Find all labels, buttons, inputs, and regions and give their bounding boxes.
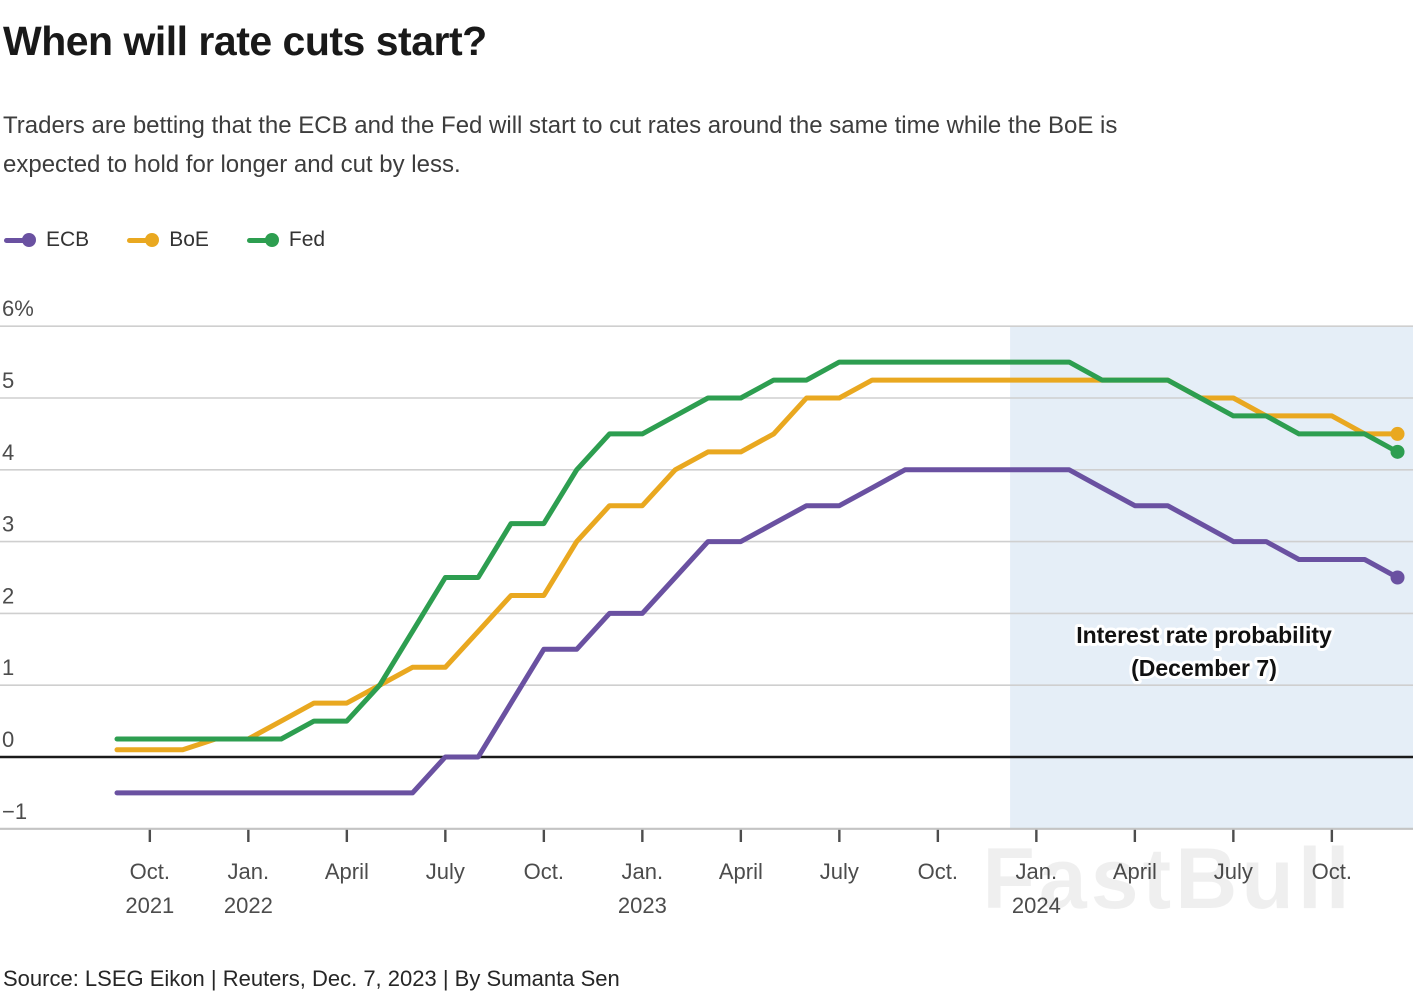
x-axis-label-month: Oct. <box>918 859 958 884</box>
legend-line-dot-icon <box>127 233 160 247</box>
forecast-shaded-region <box>1010 326 1413 829</box>
series-line-ecb <box>114 467 1400 796</box>
x-axis-label-year: 2021 <box>125 893 174 918</box>
x-axis-label-month: Jan. <box>622 859 664 884</box>
forecast-annotation: Interest rate probability (December 7) <box>1073 619 1335 684</box>
series-end-dot-boe <box>1390 426 1405 441</box>
chart-subtitle-line1: Traders are betting that the ECB and the… <box>3 112 1118 139</box>
series-end-dot-ecb <box>1390 570 1405 585</box>
x-axis-label-month: April <box>719 859 763 884</box>
legend-line-dot-icon <box>4 233 36 247</box>
forecast-annotation-line2: (December 7) <box>1131 655 1277 681</box>
series-end-dot-fed <box>1390 444 1405 459</box>
forecast-annotation-line1: Interest rate probability <box>1076 622 1332 648</box>
series-line-fed <box>114 359 1400 742</box>
forecast-shaded-region-group <box>1010 326 1413 829</box>
x-axis-label-month: Jan. <box>228 859 270 884</box>
y-axis-label: 0 <box>2 727 14 752</box>
source-line: Source: LSEG Eikon | Reuters, Dec. 7, 20… <box>3 966 620 991</box>
page-title: When will rate cuts start? <box>3 18 487 64</box>
x-axis-label-month: July <box>426 859 465 884</box>
chart-subtitle-line2: expected to hold for longer and cut by l… <box>3 151 461 178</box>
watermark: FastBull <box>982 831 1353 927</box>
legend-item-ecb: ECB <box>4 228 89 252</box>
y-axis-label: 4 <box>2 440 14 465</box>
legend-item-fed: Fed <box>246 228 326 252</box>
series-lines-group <box>114 359 1405 796</box>
y-axis-label: 6% <box>2 296 34 321</box>
y-axis-label: 5 <box>2 368 14 393</box>
axis-group: Oct. 2021 Jan. 2022 April July Oct. Jan. 2023 Apr… <box>0 827 1413 918</box>
x-axis-label-month: Oct. <box>1312 859 1352 884</box>
x-axis-label-month: Oct. <box>130 859 170 884</box>
y-axis-label: 2 <box>2 583 14 608</box>
legend-label: BoE <box>169 228 209 251</box>
x-axis-label-year: 2023 <box>618 893 667 918</box>
x-axis-label-month: April <box>325 859 369 884</box>
y-axis-label: 3 <box>2 512 14 537</box>
x-axis-label-year: 2022 <box>224 893 273 918</box>
x-axis-label-month: July <box>820 859 859 884</box>
y-axis-label: 1 <box>2 655 14 680</box>
legend-label: Fed <box>288 228 326 251</box>
legend-label: ECB <box>46 228 90 251</box>
y-axis-label: −1 <box>2 799 27 824</box>
chart-subtitle: Traders are betting that the ECB and the… <box>3 106 1363 184</box>
chart-legend: ECB BoE Fed <box>4 228 325 252</box>
x-axis-label-month: April <box>1113 859 1157 884</box>
x-axis-label-month: Jan. <box>1016 859 1058 884</box>
x-axis-label-month: Oct. <box>524 859 564 884</box>
legend-item-boe: BoE <box>127 228 209 252</box>
x-axis-label-month: July <box>1214 859 1253 884</box>
legend-line-dot-icon <box>246 233 279 247</box>
x-axis-label-year: 2024 <box>1012 893 1061 918</box>
